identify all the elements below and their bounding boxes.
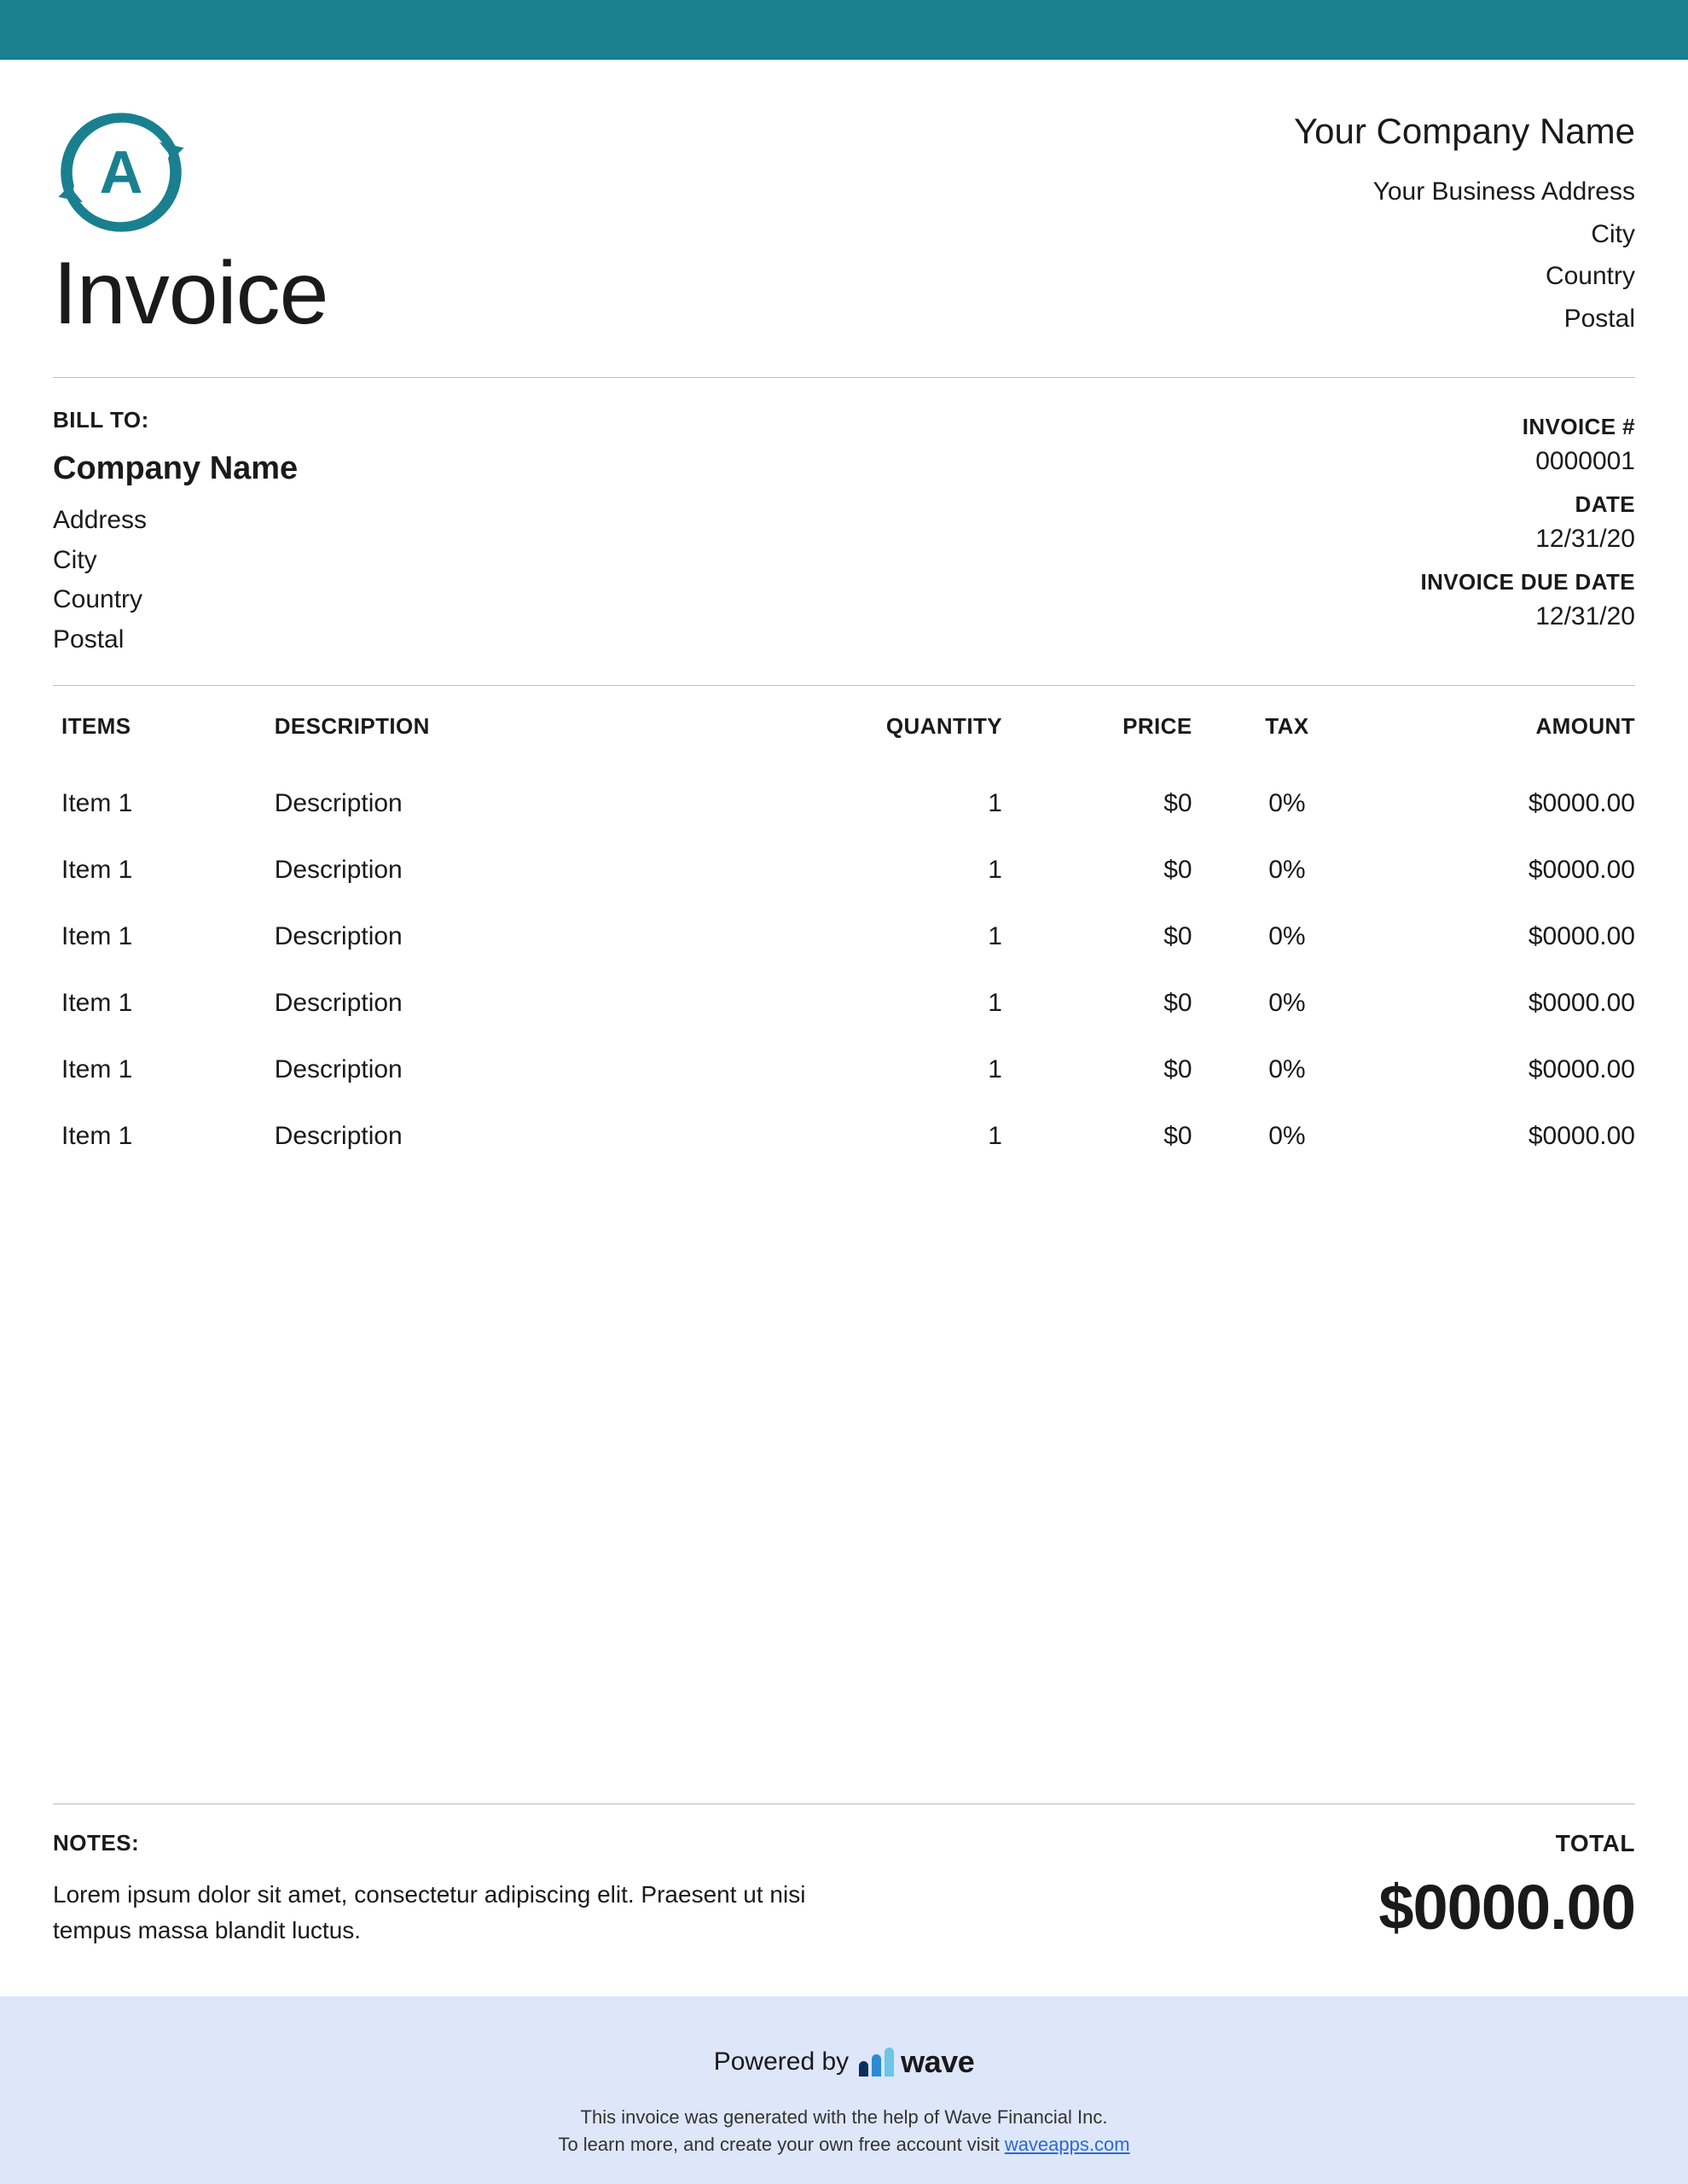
table-row: Item 1Description1$00%$0000.00: [53, 1037, 1635, 1103]
document-title: Invoice: [53, 249, 328, 338]
cell-price: $0: [1002, 770, 1192, 837]
divider: [53, 685, 1635, 686]
cell-tax: 0%: [1192, 770, 1383, 837]
cell-tax: 0%: [1192, 1103, 1383, 1170]
cell-description: Description: [275, 970, 813, 1037]
cell-price: $0: [1002, 903, 1192, 970]
cell-tax: 0%: [1192, 970, 1383, 1037]
company-country: Country: [1294, 255, 1635, 298]
cell-amount: $0000.00: [1382, 903, 1635, 970]
cell-tax: 0%: [1192, 1037, 1383, 1103]
total-value: $0000.00: [1378, 1871, 1635, 1943]
table-row: Item 1Description1$00%$0000.00: [53, 970, 1635, 1037]
invoice-number: 0000001: [1421, 447, 1636, 476]
cell-price: $0: [1002, 837, 1192, 903]
invoice-date-label: DATE: [1421, 491, 1636, 518]
table-row: Item 1Description1$00%$0000.00: [53, 903, 1635, 970]
cell-item: Item 1: [53, 970, 275, 1037]
cell-price: $0: [1002, 970, 1192, 1037]
total-label: TOTAL: [1378, 1830, 1635, 1857]
invoice-date: 12/31/20: [1421, 525, 1636, 554]
cell-quantity: 1: [812, 903, 1002, 970]
cell-item: Item 1: [53, 770, 275, 837]
powered-by-text: Powered by: [714, 2048, 849, 2077]
col-header-tax: TAX: [1192, 713, 1383, 770]
powered-by-line: Powered by wave: [0, 2044, 1688, 2080]
table-row: Item 1Description1$00%$0000.00: [53, 837, 1635, 903]
cell-amount: $0000.00: [1382, 970, 1635, 1037]
cell-description: Description: [275, 770, 813, 837]
cell-amount: $0000.00: [1382, 1103, 1635, 1170]
col-header-description: DESCRIPTION: [275, 713, 813, 770]
invoice-page: A Invoice Your Company Name Your Busines…: [0, 60, 1688, 1996]
cell-amount: $0000.00: [1382, 837, 1635, 903]
cell-item: Item 1: [53, 1103, 275, 1170]
cell-tax: 0%: [1192, 837, 1383, 903]
invoice-number-label: INVOICE #: [1421, 414, 1636, 440]
company-postal: Postal: [1294, 298, 1635, 340]
invoice-meta-block: INVOICE # 0000001 DATE 12/31/20 INVOICE …: [1421, 410, 1636, 659]
company-name: Your Company Name: [1294, 111, 1635, 152]
bill-to-block: BILL TO: Company Name Address City Count…: [53, 407, 298, 659]
invoice-due-date: 12/31/20: [1421, 602, 1636, 631]
bill-to-city: City: [53, 541, 298, 581]
cell-description: Description: [275, 837, 813, 903]
notes-block: NOTES: Lorem ipsum dolor sit amet, conse…: [53, 1830, 889, 1949]
col-header-items: ITEMS: [53, 713, 275, 770]
table-header-row: ITEMS DESCRIPTION QUANTITY PRICE TAX AMO…: [53, 713, 1635, 770]
cell-item: Item 1: [53, 837, 275, 903]
bill-to-postal: Postal: [53, 620, 298, 660]
bill-to-name: Company Name: [53, 450, 298, 487]
table-row: Item 1Description1$00%$0000.00: [53, 770, 1635, 837]
cell-description: Description: [275, 903, 813, 970]
company-address: Your Business Address: [1294, 171, 1635, 213]
divider: [53, 377, 1635, 378]
cell-description: Description: [275, 1037, 813, 1103]
bill-to-address: Address: [53, 501, 298, 541]
total-block: TOTAL $0000.00: [1378, 1830, 1635, 1943]
col-header-quantity: QUANTITY: [812, 713, 1002, 770]
cell-quantity: 1: [812, 770, 1002, 837]
items-table: ITEMS DESCRIPTION QUANTITY PRICE TAX AMO…: [53, 713, 1635, 1170]
cell-quantity: 1: [812, 837, 1002, 903]
top-accent-bar: [0, 0, 1688, 60]
spacer: [53, 1170, 1635, 1804]
logo-block: A Invoice: [53, 104, 328, 338]
footer-link[interactable]: waveapps.com: [1005, 2134, 1130, 2155]
notes-text: Lorem ipsum dolor sit amet, consectetur …: [53, 1877, 889, 1949]
footer-fine-print: This invoice was generated with the help…: [0, 2104, 1688, 2158]
cell-quantity: 1: [812, 970, 1002, 1037]
cell-tax: 0%: [1192, 903, 1383, 970]
svg-text:A: A: [100, 138, 143, 206]
footer-line-2: To learn more, and create your own free …: [0, 2131, 1688, 2158]
table-row: Item 1Description1$00%$0000.00: [53, 1103, 1635, 1170]
footer-line-1: This invoice was generated with the help…: [0, 2104, 1688, 2131]
cell-price: $0: [1002, 1037, 1192, 1103]
bill-to-label: BILL TO:: [53, 407, 298, 433]
header-row: A Invoice Your Company Name Your Busines…: [53, 104, 1635, 340]
wave-brand-text: wave: [901, 2044, 974, 2080]
cell-price: $0: [1002, 1103, 1192, 1170]
cell-description: Description: [275, 1103, 813, 1170]
wave-logo-icon: wave: [859, 2044, 974, 2080]
cell-quantity: 1: [812, 1103, 1002, 1170]
footer: Powered by wave This invoice was generat…: [0, 1996, 1688, 2184]
company-block: Your Company Name Your Business Address …: [1294, 111, 1635, 340]
col-header-amount: AMOUNT: [1382, 713, 1635, 770]
notes-label: NOTES:: [53, 1830, 889, 1856]
meta-row: BILL TO: Company Name Address City Count…: [53, 407, 1635, 659]
cell-item: Item 1: [53, 903, 275, 970]
invoice-due-label: INVOICE DUE DATE: [1421, 569, 1636, 595]
notes-total-row: NOTES: Lorem ipsum dolor sit amet, conse…: [53, 1830, 1635, 1949]
bill-to-country: Country: [53, 580, 298, 620]
col-header-price: PRICE: [1002, 713, 1192, 770]
cell-amount: $0000.00: [1382, 1037, 1635, 1103]
cell-item: Item 1: [53, 1037, 275, 1103]
company-logo-icon: A: [53, 104, 189, 241]
company-city: City: [1294, 213, 1635, 256]
cell-quantity: 1: [812, 1037, 1002, 1103]
cell-amount: $0000.00: [1382, 770, 1635, 837]
